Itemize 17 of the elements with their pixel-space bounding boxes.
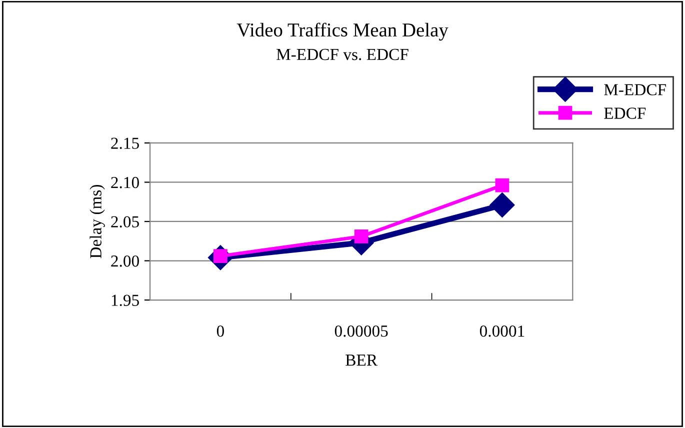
x-tick-label: 0.00005 [334,326,388,337]
chart-subtitle: M-EDCF vs. EDCF [276,48,408,60]
point [490,192,515,218]
legend-label: EDCF [604,108,646,119]
x-axis-title: BER [346,354,378,366]
x-tick-label: 0 [216,326,224,337]
point [354,229,368,244]
y-tick-label: 2.00 [111,255,139,267]
y-tick-label: 2.10 [111,176,139,188]
y-tick-label: 1.95 [112,294,139,306]
point [495,178,510,192]
x-tick-label: 0.0001 [480,326,524,337]
y-tick-label: 2.15 [111,138,139,149]
y-tick-label: 2.05 [111,216,139,228]
legend-label: M-EDCF [604,84,666,96]
y-axis-title: Delay (ms) [90,184,105,258]
chart-title: Video Traffics Mean Delay [236,22,448,41]
